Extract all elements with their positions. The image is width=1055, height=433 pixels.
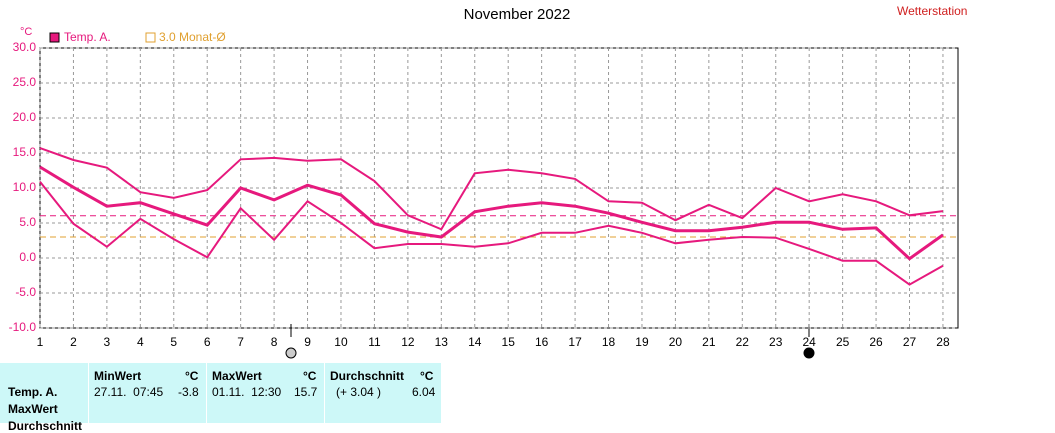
col-unit: °C (420, 369, 434, 383)
y-tick-label: 30.0 (13, 40, 37, 54)
y-unit: °C (20, 26, 32, 38)
row-label: Temp. A. (8, 385, 58, 399)
x-tick-label: 3 (104, 335, 111, 349)
y-tick-label: 0.0 (19, 250, 36, 264)
x-tick-label: 6 (204, 335, 211, 349)
x-tick-label: 5 (170, 335, 177, 349)
moon-icon (803, 347, 815, 359)
page: November 2022 Wetterstation °C Temp. A. … (0, 4, 968, 433)
x-tick-label: 2 (70, 335, 77, 349)
separator (324, 363, 325, 423)
col-header: MinWert (94, 369, 142, 383)
x-tick-label: 13 (435, 335, 449, 349)
x-tick-label: 12 (401, 335, 415, 349)
cell: 01.11. 12:30 (212, 385, 282, 399)
x-tick-label: 11 (368, 335, 381, 349)
x-tick-label: 24 (803, 335, 817, 349)
y-tick-label: -5.0 (15, 285, 36, 299)
x-tick-label: 21 (702, 335, 716, 349)
separator (88, 363, 89, 423)
x-tick-label: 17 (568, 335, 582, 349)
x-tick-label: 15 (502, 335, 516, 349)
x-tick-label: 19 (635, 335, 649, 349)
x-tick-label: 16 (535, 335, 549, 349)
cell: 6.04 (412, 385, 436, 399)
x-tick-label: 7 (237, 335, 244, 349)
x-tick-label: 4 (137, 335, 144, 349)
cell: 15.7 (294, 385, 318, 399)
x-tick-label: 18 (602, 335, 616, 349)
y-tick-label: 15.0 (13, 145, 37, 159)
cell: -3.8 (178, 385, 199, 399)
x-tick-label: 20 (669, 335, 683, 349)
chart-title: November 2022 (464, 6, 571, 23)
x-tick-label: 9 (304, 335, 311, 349)
x-tick-label: 28 (936, 335, 950, 349)
y-tick-label: 20.0 (13, 110, 37, 124)
separator (206, 363, 207, 423)
x-tick-label: 26 (869, 335, 883, 349)
row-label: Durchschnitt (8, 419, 83, 433)
cell: (+ 3.04 ) (336, 385, 382, 399)
y-tick-label: 25.0 (13, 75, 37, 89)
series-line (39, 147, 944, 231)
x-tick-label: 10 (334, 335, 348, 349)
stats-table: Temp. A. MaxWert Durchschnitt MinWert °C… (0, 363, 441, 433)
legend-swatch (145, 32, 156, 43)
y-tick-label: 5.0 (19, 215, 36, 229)
moon-icon (285, 347, 297, 359)
col-unit: °C (303, 369, 317, 383)
source: Wetterstation (897, 4, 967, 18)
series-line (39, 181, 944, 286)
x-tick-label: 25 (836, 335, 850, 349)
x-tick-label: 8 (271, 335, 278, 349)
legend-label: 3.0 Monat-Ø (159, 30, 226, 44)
row-label: MaxWert (8, 402, 58, 416)
x-tick-label: 14 (468, 335, 482, 349)
col-unit: °C (185, 369, 199, 383)
x-tick-label: 23 (769, 335, 783, 349)
y-tick-label: -10.0 (9, 320, 37, 334)
x-tick-label: 1 (37, 335, 44, 349)
x-tick-label: 27 (903, 335, 917, 349)
col-header: MaxWert (212, 369, 262, 383)
series-line (39, 165, 944, 261)
y-tick-label: 10.0 (13, 180, 37, 194)
chart: November 2022 Wetterstation °C Temp. A. … (9, 4, 967, 359)
legend-label: Temp. A. (64, 30, 111, 44)
col-header: Durchschnitt (330, 369, 405, 383)
x-tick-label: 22 (736, 335, 750, 349)
legend-swatch (49, 32, 60, 43)
cell: 27.11. 07:45 (94, 385, 164, 399)
